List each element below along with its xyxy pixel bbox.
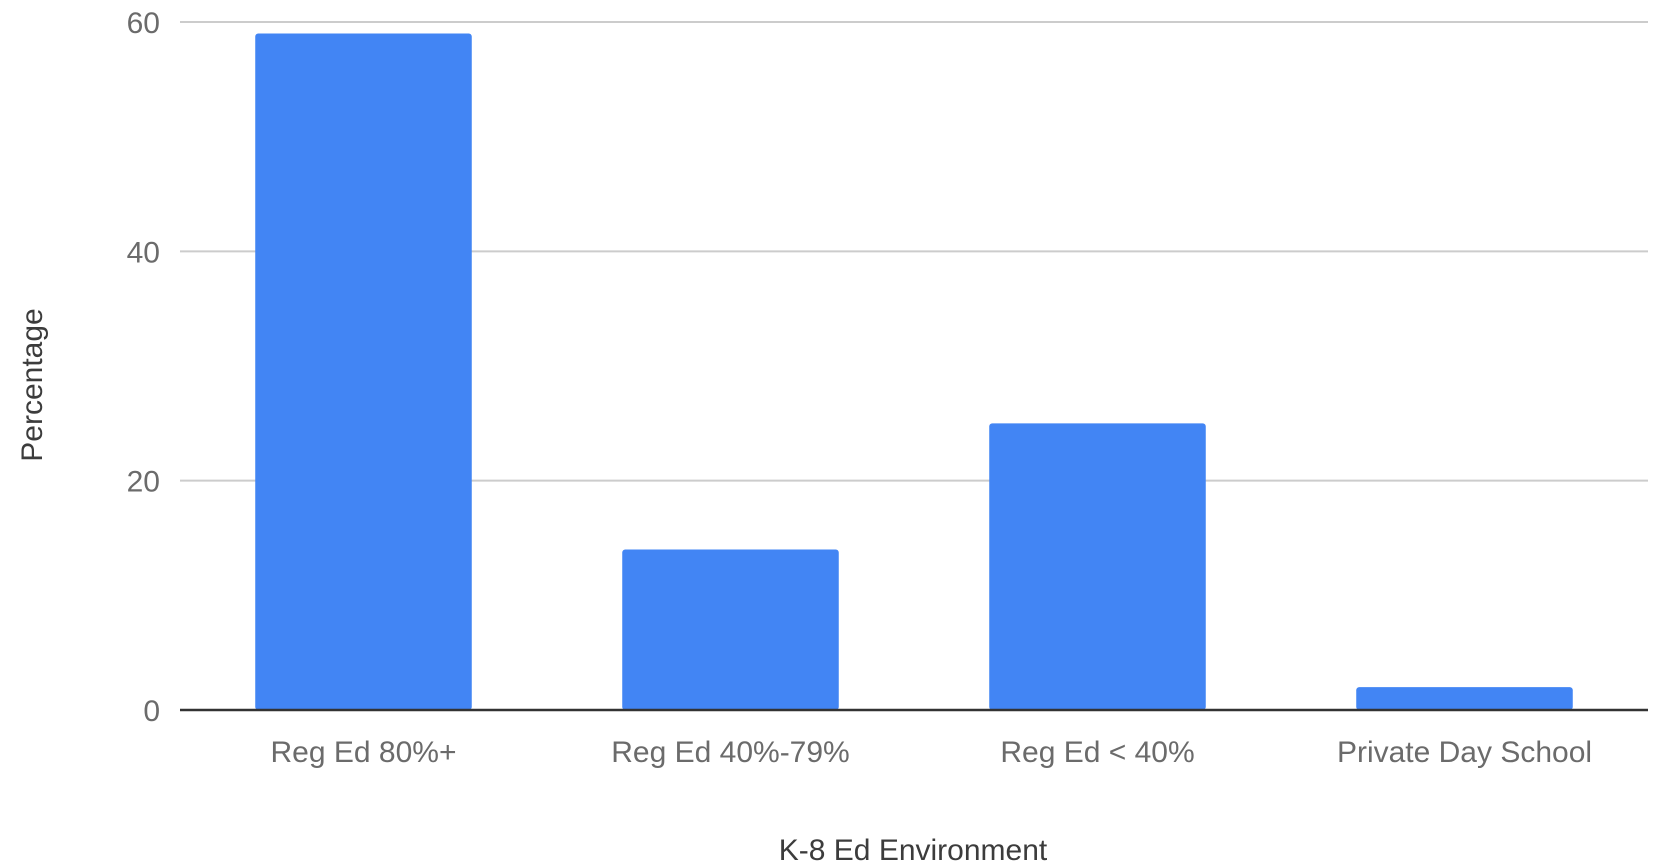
x-axis-ticks: Reg Ed 80%+ Reg Ed 40%-79% Reg Ed < 40% Pri… <box>271 736 1593 769</box>
x-tick-label: Private Day School <box>1337 736 1592 769</box>
bar <box>989 423 1206 710</box>
y-tick-label: 60 <box>127 7 160 40</box>
y-axis-ticks: 0 20 40 60 <box>127 7 160 728</box>
bars <box>255 33 1573 710</box>
y-axis-title: Percentage <box>16 308 49 461</box>
x-tick-label: Reg Ed 80%+ <box>271 736 457 769</box>
y-tick-label: 0 <box>143 695 160 728</box>
y-tick-label: 40 <box>127 236 160 269</box>
x-tick-label: Reg Ed 40%-79% <box>611 736 849 769</box>
y-tick-label: 20 <box>127 466 160 499</box>
bar <box>1356 687 1573 710</box>
x-tick-label: Reg Ed < 40% <box>1000 736 1194 769</box>
bar <box>622 549 839 710</box>
bar <box>255 33 472 710</box>
x-axis-title: K-8 Ed Environment <box>779 834 1048 863</box>
